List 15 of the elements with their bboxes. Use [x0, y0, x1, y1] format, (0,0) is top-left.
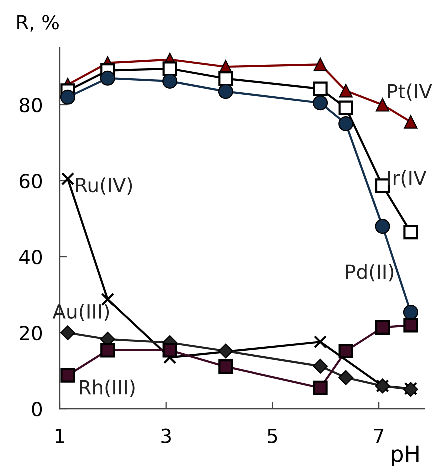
x-tick-label: 1: [56, 429, 64, 444]
y-tick-label: 60: [20, 174, 42, 189]
x-tick-label: 7: [374, 429, 384, 444]
y-tick-label: 20: [20, 326, 42, 341]
series-label: Pd(II): [346, 264, 394, 282]
series-label: Rh(III): [80, 380, 135, 398]
series-label: Pt(IV: [388, 84, 432, 102]
x-tick-label: 3: [162, 428, 171, 444]
y-tick-label: 40: [20, 250, 42, 265]
y-axis-title: R, %: [18, 15, 59, 32]
y-tick-label: 0: [32, 402, 42, 417]
series-label: Ir(IV: [388, 170, 427, 188]
y-tick-label: 80: [20, 98, 42, 113]
series-label: Ru(IV): [76, 178, 132, 195]
x-tick-label: 5: [268, 429, 278, 444]
